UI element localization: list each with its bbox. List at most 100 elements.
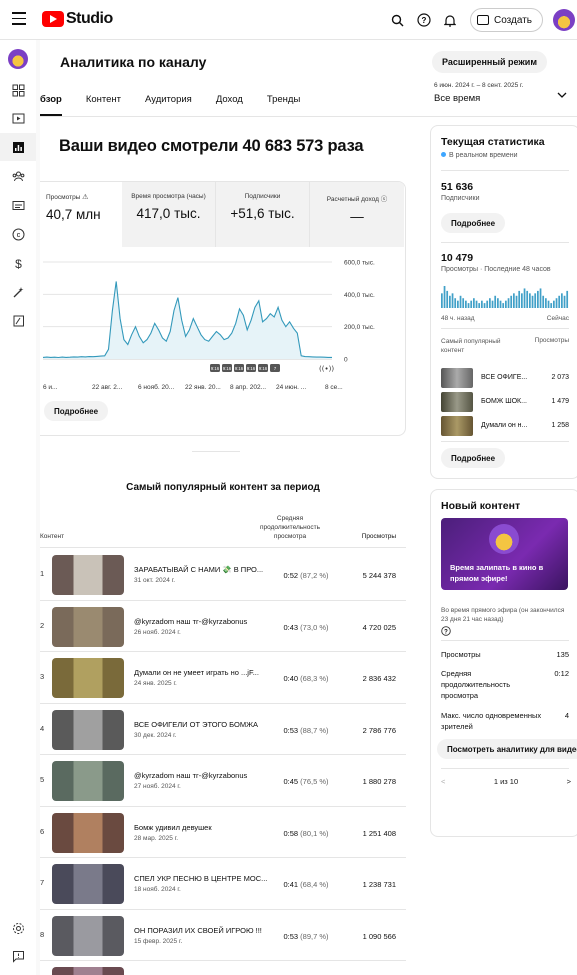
video-thumbnail[interactable] bbox=[52, 761, 124, 801]
realtime-bar bbox=[470, 300, 473, 308]
video-thumbnail[interactable] bbox=[52, 606, 124, 647]
analytics-icon[interactable] bbox=[0, 133, 36, 161]
chevron-down-icon[interactable] bbox=[557, 90, 567, 101]
tab-overview[interactable]: бзор bbox=[40, 94, 62, 116]
copyright-icon[interactable]: c bbox=[0, 220, 36, 248]
y-tick-label: 600,0 тыс. bbox=[344, 260, 375, 267]
help-icon[interactable]: ? bbox=[441, 623, 451, 641]
bell-icon[interactable] bbox=[440, 10, 460, 30]
avg-duration: 0:52 (87,2 %) bbox=[266, 571, 346, 580]
table-row[interactable]: 6 Бомж удивил девушек 28 мар. 2025 г. 0:58 … bbox=[40, 807, 406, 858]
video-date: 31 окт. 2024 г. bbox=[134, 577, 176, 584]
see-video-analytics-button[interactable]: Посмотреть аналитику для видео bbox=[437, 739, 577, 759]
video-views: 5 244 378 bbox=[362, 571, 396, 580]
realtime-bar bbox=[499, 300, 502, 308]
views-headline: Ваши видео смотрели 40 683 573 раза bbox=[59, 137, 364, 155]
subtitles-icon[interactable] bbox=[0, 191, 36, 219]
date-range-picker[interactable]: 6 июн. 2024 г. – 8 сент. 2025 г. Все вре… bbox=[434, 82, 523, 104]
metric-revenue[interactable]: Расчетный доход ⓢ — bbox=[310, 182, 404, 247]
video-title[interactable]: ОН ПОРАЗИЛ ИХ СВОЕЙ ИГРОЮ !!! bbox=[134, 925, 262, 935]
column-views[interactable]: Просмотры bbox=[361, 533, 396, 540]
table-row[interactable]: 5 @kyrzadom наш тг-@kyrzabonus 27 нояб. 20… bbox=[40, 755, 406, 807]
video-thumbnail[interactable] bbox=[52, 658, 124, 698]
top-content-label: Самый популярный контент bbox=[441, 338, 501, 354]
top-content-row[interactable]: ВСЕ ОФИГЕ... 2 073 bbox=[441, 368, 569, 388]
video-thumbnail[interactable] bbox=[52, 915, 124, 956]
advanced-mode-button[interactable]: Расширенный режим bbox=[432, 51, 547, 73]
realtime-bar bbox=[561, 293, 563, 308]
more-button[interactable]: Подробнее bbox=[44, 401, 109, 421]
realtime-bar bbox=[566, 290, 569, 308]
row-number: 7 bbox=[40, 878, 45, 887]
chevron-left-icon[interactable]: < bbox=[441, 777, 446, 786]
video-title[interactable]: Думали он не умеет играть но ...jF... bbox=[134, 668, 259, 677]
video-thumbnail[interactable] bbox=[52, 709, 124, 750]
video-title[interactable]: ВСЕ ОФИГЕЛИ ОТ ЭТОГО БОМЖА bbox=[134, 719, 259, 729]
realtime-bar bbox=[497, 298, 499, 308]
top-views: 1 479 bbox=[551, 398, 569, 405]
menu-icon[interactable] bbox=[12, 12, 26, 26]
video-title[interactable]: Бомж удивил девушек bbox=[134, 822, 212, 832]
table-row[interactable]: 2 @kyrzadom наш тг-@kyrzabonus 26 нояб. 20… bbox=[40, 601, 406, 652]
video-views: 2 836 432 bbox=[362, 674, 396, 683]
chevron-right-icon[interactable]: > bbox=[566, 777, 571, 786]
views-chart[interactable]: 600,0 тыс.400,0 тыс.200,0 тыс.09:16 9:16 9… bbox=[40, 252, 406, 402]
dashboard-icon[interactable] bbox=[0, 76, 36, 104]
create-button[interactable]: Создать bbox=[469, 8, 543, 32]
subscribers-count: 51 636 bbox=[441, 181, 474, 193]
video-thumbnail[interactable] bbox=[52, 812, 124, 853]
video-thumbnail[interactable] bbox=[52, 864, 124, 904]
tab-audience[interactable]: Аудитория bbox=[145, 94, 192, 105]
account-avatar[interactable] bbox=[553, 9, 575, 31]
video-thumbnail[interactable] bbox=[52, 967, 124, 975]
content-icon[interactable] bbox=[0, 104, 36, 132]
top-content-row[interactable]: БОМЖ ШОК... 1 479 bbox=[441, 392, 569, 412]
logo-text: Studio bbox=[66, 10, 113, 27]
video-thumbnail[interactable] bbox=[52, 555, 124, 595]
video-title[interactable]: ЗАРАБАТЫВАЙ С НАМИ 💸 В ПРО... bbox=[134, 565, 264, 574]
metric-views[interactable]: Просмотры ⚠ 40,7 млн bbox=[40, 182, 122, 247]
realtime-more-button[interactable]: Подробнее bbox=[441, 448, 506, 468]
video-marker: 7 bbox=[270, 364, 280, 372]
feedback-icon[interactable] bbox=[0, 942, 36, 970]
table-row[interactable]: 3 Думали он не умеет играть но ...jF... 24… bbox=[40, 652, 406, 704]
video-title[interactable]: @kyrzadom наш тг-@kyrzabonus bbox=[134, 771, 248, 780]
realtime-bars[interactable] bbox=[441, 284, 569, 308]
search-icon[interactable] bbox=[388, 10, 408, 30]
top-content-row[interactable]: Думали он н... 1 258 bbox=[441, 416, 569, 436]
channel-avatar[interactable] bbox=[8, 49, 28, 69]
studio-logo[interactable]: Studio bbox=[42, 10, 113, 28]
subscribers-more-button[interactable]: Подробнее bbox=[441, 213, 506, 233]
customization-icon[interactable] bbox=[0, 278, 36, 306]
tab-trends[interactable]: Тренды bbox=[266, 94, 301, 105]
y-tick-label: 200,0 тыс. bbox=[344, 324, 375, 331]
realtime-bar bbox=[550, 303, 553, 308]
video-marker-label: 9:16 bbox=[235, 366, 244, 371]
help-icon[interactable]: ? bbox=[414, 10, 434, 30]
row-number: 5 bbox=[40, 775, 45, 784]
tab-revenue[interactable]: Доход bbox=[215, 94, 243, 105]
video-title[interactable]: @kyrzadom наш тг-@kyrzabonus bbox=[134, 616, 248, 626]
top-views: 2 073 bbox=[551, 374, 569, 381]
new-content-thumbnail[interactable]: Время залипать в кино в прямом эфире! bbox=[441, 518, 568, 590]
create-video-icon bbox=[476, 15, 489, 25]
tab-content[interactable]: Контент bbox=[85, 94, 122, 105]
table-row[interactable]: 7 СПЕЛ УКР ПЕСНЮ В ЦЕНТРЕ МОС... 18 нояб. … bbox=[40, 858, 406, 910]
x-tick-label: 8 се... bbox=[325, 384, 343, 391]
metric-watch-time[interactable]: Время просмотра (часы) 417,0 тыс. bbox=[122, 182, 216, 247]
table-row[interactable]: 4 ВСЕ ОФИГЕЛИ ОТ ЭТОГО БОМЖА 30 дек. 2024 … bbox=[40, 704, 406, 755]
audio-library-icon[interactable] bbox=[0, 307, 36, 335]
metric-subscribers[interactable]: Подписчики +51,6 тыс. bbox=[216, 182, 310, 247]
earn-icon[interactable]: $ bbox=[0, 249, 36, 277]
video-title[interactable]: СПЕЛ УКР ПЕСНЮ В ЦЕНТРЕ МОС... bbox=[134, 874, 268, 883]
video-date: 26 нояб. 2024 г. bbox=[134, 628, 181, 636]
table-row[interactable]: 1 ЗАРАБАТЫВАЙ С НАМИ 💸 В ПРО... 31 окт. 20… bbox=[40, 549, 406, 601]
stat-value: 135 bbox=[556, 650, 569, 659]
settings-icon[interactable] bbox=[0, 914, 36, 942]
realtime-bar bbox=[459, 295, 462, 308]
avg-percent: (89,7 %) bbox=[300, 931, 329, 941]
table-row[interactable] bbox=[40, 961, 406, 975]
community-icon[interactable] bbox=[0, 162, 36, 190]
table-row[interactable]: 8 ОН ПОРАЗИЛ ИХ СВОЕЙ ИГРОЮ !!! 15 февр. 2… bbox=[40, 910, 406, 961]
realtime-bar bbox=[465, 300, 467, 308]
